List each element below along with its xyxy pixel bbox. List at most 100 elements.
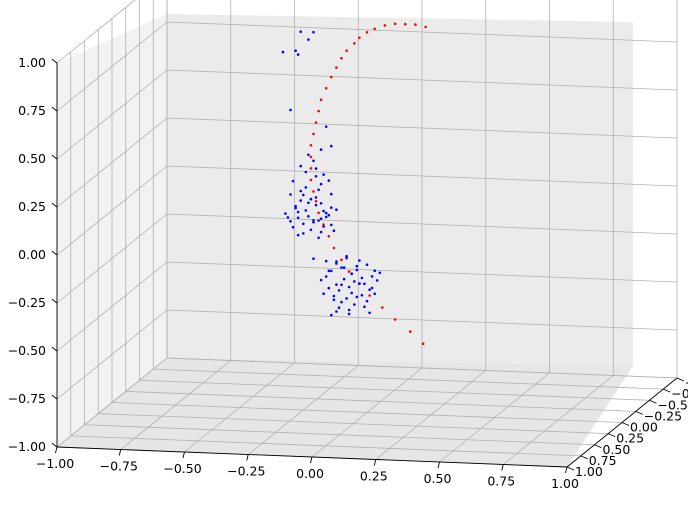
blue-point (325, 260, 328, 263)
blue-point (335, 310, 338, 313)
blue-point (330, 145, 333, 148)
red-point (373, 28, 376, 31)
blue-point (312, 160, 315, 163)
blue-point (297, 211, 300, 214)
blue-point (335, 283, 338, 286)
z-tick-label: 0.75 (18, 103, 46, 118)
blue-point (335, 262, 338, 265)
x-tick-mark (374, 460, 376, 466)
z-tick-mark (52, 299, 57, 303)
blue-point (315, 204, 318, 207)
red-point (353, 42, 356, 45)
red-point (325, 87, 328, 90)
blue-point (340, 284, 343, 287)
z-tick-mark (52, 347, 57, 351)
red-point (381, 306, 384, 309)
red-point (348, 270, 351, 273)
red-point (333, 247, 336, 250)
z-tick-mark (52, 203, 57, 207)
blue-point (299, 199, 302, 202)
red-point (315, 200, 318, 203)
blue-point (310, 229, 313, 232)
blue-point (307, 215, 310, 218)
red-point (422, 342, 425, 345)
y-tick-mark (650, 400, 657, 403)
blue-point (371, 287, 374, 290)
blue-point (320, 183, 323, 186)
blue-point (312, 31, 315, 34)
x-tick-label: −0.25 (227, 464, 265, 479)
blue-point (325, 216, 328, 219)
blue-point (350, 272, 353, 275)
blue-point (343, 266, 346, 269)
blue-point (348, 313, 351, 316)
blue-point (371, 275, 374, 278)
blue-point (330, 224, 333, 227)
blue-point (356, 265, 359, 268)
blue-point (322, 225, 325, 228)
z-tick-label: −1.00 (8, 439, 46, 454)
blue-point (330, 193, 333, 196)
blue-point (310, 198, 313, 201)
blue-point (361, 294, 364, 297)
blue-point (312, 219, 315, 222)
z-tick-mark (52, 251, 57, 255)
y-tick-mark (663, 389, 670, 392)
x-tick-mark (247, 455, 249, 461)
red-point (358, 37, 361, 40)
red-point (414, 23, 417, 26)
blue-point (330, 314, 333, 317)
blue-point (366, 263, 369, 266)
x-tick-label: 0.50 (424, 471, 452, 486)
x-tick-mark (566, 467, 568, 473)
y-tick-mark (567, 467, 574, 470)
pane-back-right (167, 14, 633, 366)
blue-point (333, 295, 336, 298)
blue-point (340, 301, 343, 304)
blue-point (297, 217, 300, 220)
blue-point (320, 231, 323, 234)
red-point (335, 66, 338, 69)
y-tick-mark (636, 411, 643, 414)
blue-point (333, 299, 336, 302)
red-point (310, 156, 313, 159)
blue-point (315, 175, 318, 178)
red-point (409, 330, 412, 333)
blue-point (297, 234, 300, 237)
z-tick-label: −0.25 (8, 295, 46, 310)
blue-point (315, 167, 318, 170)
red-point (366, 31, 369, 34)
blue-point (330, 270, 333, 273)
blue-point (302, 194, 305, 197)
blue-point (315, 196, 318, 199)
blue-point (322, 173, 325, 176)
red-point (310, 179, 313, 182)
blue-point (328, 179, 331, 182)
blue-point (358, 282, 361, 285)
x-tick-label: 0.25 (360, 469, 388, 484)
blue-point (297, 53, 300, 56)
blue-point (330, 206, 333, 209)
blue-point (350, 292, 353, 295)
blue-point (356, 296, 359, 299)
x-tick-mark (438, 462, 440, 468)
blue-point (320, 217, 323, 220)
blue-point (299, 165, 302, 168)
blue-point (353, 303, 356, 306)
blue-point (294, 49, 297, 52)
blue-point (325, 275, 328, 278)
blue-point (328, 214, 331, 217)
blue-point (340, 266, 343, 269)
x-tick-mark (183, 452, 185, 458)
z-tick-label: −0.75 (8, 391, 46, 406)
blue-point (317, 219, 320, 222)
red-point (424, 26, 427, 29)
blue-point (356, 269, 359, 272)
red-point (317, 212, 320, 215)
blue-point (322, 292, 325, 295)
z-tick-labels: −1.00−0.75−0.50−0.250.000.250.500.751.00 (8, 55, 46, 454)
blue-point (320, 279, 323, 282)
red-point (310, 144, 313, 147)
y-tick-mark (581, 456, 588, 459)
